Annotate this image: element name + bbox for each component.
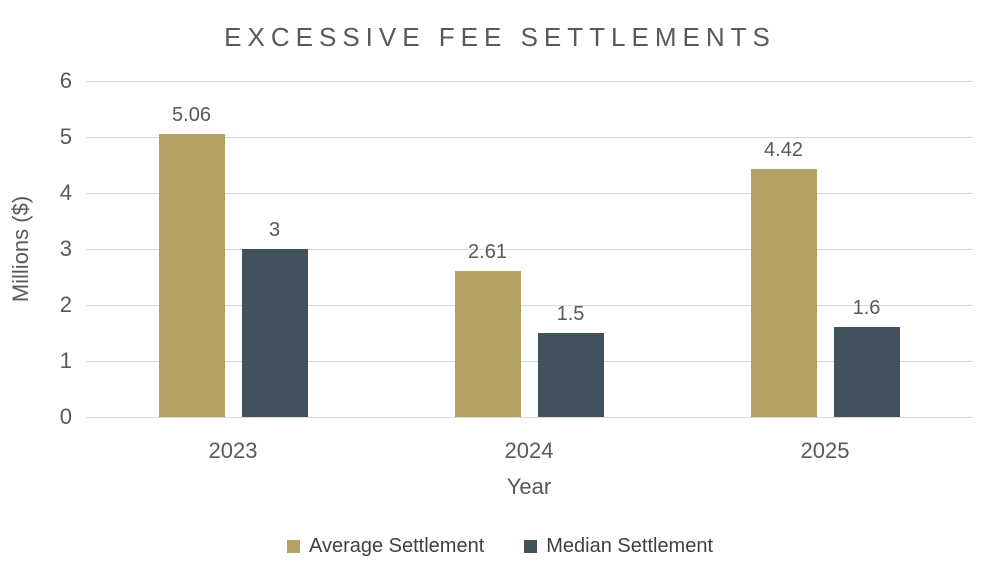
y-tick-label-1: 1 xyxy=(59,348,72,373)
y-axis-ticks: 6 5 4 3 2 1 0 xyxy=(0,68,72,429)
legend-label: Median Settlement xyxy=(546,535,714,557)
y-tick-label-3: 3 xyxy=(59,236,72,261)
bar-average-settlement-2024: 2.61 xyxy=(454,241,521,417)
bar-group-2025: 4.42 1.6 xyxy=(677,81,973,417)
legend: Average Settlement Median Settlement xyxy=(0,535,1000,558)
x-tick-label-2023: 2023 xyxy=(208,438,258,463)
data-label-median-settlement-2023: 3 xyxy=(268,219,281,241)
gridline xyxy=(85,249,973,250)
data-label-median-settlement-2025: 1.6 xyxy=(852,297,881,320)
y-tick-label-2: 2 xyxy=(59,292,72,317)
plot-bands: 5.06 3 2.61 1.5 4.42 1.6 xyxy=(85,81,973,417)
bar-group-2024: 2.61 1.5 xyxy=(381,81,677,417)
legend-label: Average Settlement xyxy=(308,535,485,557)
x-axis-labels: 2023 2024 2025 xyxy=(85,438,973,464)
data-label-average-settlement-2025: 4.42 xyxy=(764,139,803,162)
data-label-average-settlement-2024: 2.61 xyxy=(468,240,507,263)
bar-median-settlement-2024: 1.5 xyxy=(537,303,604,417)
bar-median-settlement-2023: 3 xyxy=(241,219,308,417)
legend-swatch-icon xyxy=(524,540,538,553)
bar-median-settlement-2025: 1.6 xyxy=(833,297,900,417)
x-tick-label-2025: 2025 xyxy=(800,438,850,463)
gridline xyxy=(85,137,973,138)
legend-swatch-icon xyxy=(286,540,300,553)
bar-group-2023: 5.06 3 xyxy=(85,81,381,417)
y-tick-label-0: 0 xyxy=(59,404,72,429)
x-axis-title: Year xyxy=(506,474,552,499)
x-tick-label-2024: 2024 xyxy=(504,438,554,463)
gridline xyxy=(85,417,973,418)
gridline xyxy=(85,193,973,194)
y-tick-label-5: 5 xyxy=(59,124,72,149)
data-label-median-settlement-2024: 1.5 xyxy=(556,303,585,325)
gridline xyxy=(85,361,973,362)
gridline xyxy=(85,81,973,82)
y-tick-label-4: 4 xyxy=(59,180,72,205)
plot-area: 5.06 3 2.61 1.5 4.42 1.6 xyxy=(85,81,973,418)
bar-average-settlement-2025: 4.42 xyxy=(750,139,817,417)
legend-item-median-settlement: Median Settlement xyxy=(524,535,713,558)
legend-item-average-settlement: Average Settlement xyxy=(286,535,485,558)
chart-title: EXCESSIVE FEE SETTLEMENTS xyxy=(224,22,776,52)
y-tick-label-6: 6 xyxy=(59,68,72,93)
gridline xyxy=(85,305,973,306)
bar-average-settlement-2023: 5.06 xyxy=(158,104,225,417)
data-label-average-settlement-2023: 5.06 xyxy=(172,103,211,126)
